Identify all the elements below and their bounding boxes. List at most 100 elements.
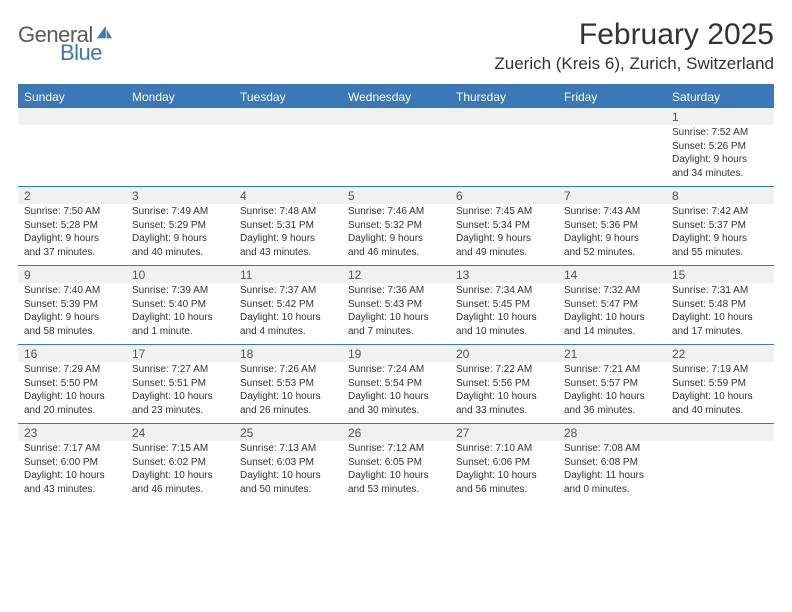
day-day2: and 33 minutes. [456,404,552,418]
day-number: 12 [342,266,450,284]
day-number [126,108,234,125]
day-cell: Sunrise: 7:42 AMSunset: 5:37 PMDaylight:… [666,204,774,266]
day-sunrise: Sunrise: 7:29 AM [24,363,120,377]
week-data-row: Sunrise: 7:50 AMSunset: 5:28 PMDaylight:… [18,204,774,266]
day-cell [558,125,666,187]
day-sunset: Sunset: 6:06 PM [456,456,552,470]
day-sunrise: Sunrise: 7:08 AM [564,442,660,456]
day-number: 16 [18,345,126,363]
day-day2: and 49 minutes. [456,246,552,260]
day-header: Sunday [18,86,126,108]
day-number: 3 [126,187,234,205]
day-day2: and 34 minutes. [672,167,768,181]
day-day1: Daylight: 10 hours [672,390,768,404]
day-sunrise: Sunrise: 7:49 AM [132,205,228,219]
week-number-row: 16171819202122 [18,345,774,363]
day-day2: and 10 minutes. [456,325,552,339]
day-cell: Sunrise: 7:52 AMSunset: 5:26 PMDaylight:… [666,125,774,187]
day-day1: Daylight: 9 hours [24,311,120,325]
day-sunrise: Sunrise: 7:50 AM [24,205,120,219]
calendar-table: Sunday Monday Tuesday Wednesday Thursday… [18,86,774,502]
day-day2: and 0 minutes. [564,483,660,497]
day-number: 13 [450,266,558,284]
day-number [450,108,558,125]
day-day1: Daylight: 9 hours [456,232,552,246]
day-day1: Daylight: 9 hours [348,232,444,246]
day-cell: Sunrise: 7:43 AMSunset: 5:36 PMDaylight:… [558,204,666,266]
day-day2: and 4 minutes. [240,325,336,339]
day-number: 9 [18,266,126,284]
day-day2: and 37 minutes. [24,246,120,260]
day-day2: and 55 minutes. [672,246,768,260]
day-day2: and 46 minutes. [132,483,228,497]
logo: GeneralBlue [18,22,113,66]
day-cell: Sunrise: 7:39 AMSunset: 5:40 PMDaylight:… [126,283,234,345]
day-day2: and 40 minutes. [132,246,228,260]
day-number: 5 [342,187,450,205]
day-number: 22 [666,345,774,363]
day-day1: Daylight: 10 hours [240,469,336,483]
day-sunrise: Sunrise: 7:21 AM [564,363,660,377]
day-number [18,108,126,125]
day-day2: and 26 minutes. [240,404,336,418]
day-day1: Daylight: 10 hours [132,311,228,325]
day-day1: Daylight: 10 hours [564,311,660,325]
day-header: Tuesday [234,86,342,108]
day-number: 11 [234,266,342,284]
day-number: 25 [234,424,342,442]
day-day1: Daylight: 10 hours [456,390,552,404]
day-number: 20 [450,345,558,363]
day-day1: Daylight: 9 hours [240,232,336,246]
day-sunset: Sunset: 6:02 PM [132,456,228,470]
day-day2: and 20 minutes. [24,404,120,418]
day-day2: and 17 minutes. [672,325,768,339]
day-number: 15 [666,266,774,284]
week-number-row: 232425262728 [18,424,774,442]
day-sunset: Sunset: 5:31 PM [240,219,336,233]
day-cell: Sunrise: 7:21 AMSunset: 5:57 PMDaylight:… [558,362,666,424]
day-cell: Sunrise: 7:50 AMSunset: 5:28 PMDaylight:… [18,204,126,266]
day-cell: Sunrise: 7:15 AMSunset: 6:02 PMDaylight:… [126,441,234,502]
day-sunrise: Sunrise: 7:10 AM [456,442,552,456]
day-cell [450,125,558,187]
day-sunrise: Sunrise: 7:42 AM [672,205,768,219]
day-number: 21 [558,345,666,363]
day-header: Saturday [666,86,774,108]
day-header: Wednesday [342,86,450,108]
day-cell: Sunrise: 7:27 AMSunset: 5:51 PMDaylight:… [126,362,234,424]
day-day1: Daylight: 10 hours [348,390,444,404]
day-day2: and 52 minutes. [564,246,660,260]
day-sunrise: Sunrise: 7:19 AM [672,363,768,377]
day-cell [18,125,126,187]
week-data-row: Sunrise: 7:29 AMSunset: 5:50 PMDaylight:… [18,362,774,424]
week-data-row: Sunrise: 7:52 AMSunset: 5:26 PMDaylight:… [18,125,774,187]
day-number: 8 [666,187,774,205]
day-number: 4 [234,187,342,205]
day-sunrise: Sunrise: 7:13 AM [240,442,336,456]
day-number: 7 [558,187,666,205]
day-day2: and 1 minute. [132,325,228,339]
day-sunset: Sunset: 5:43 PM [348,298,444,312]
day-sunset: Sunset: 5:29 PM [132,219,228,233]
day-day1: Daylight: 9 hours [24,232,120,246]
week-number-row: 9101112131415 [18,266,774,284]
day-sunset: Sunset: 5:53 PM [240,377,336,391]
week-data-row: Sunrise: 7:17 AMSunset: 6:00 PMDaylight:… [18,441,774,502]
day-sunset: Sunset: 5:39 PM [24,298,120,312]
day-sunset: Sunset: 5:59 PM [672,377,768,391]
day-cell [234,125,342,187]
day-sunrise: Sunrise: 7:52 AM [672,126,768,140]
day-day2: and 23 minutes. [132,404,228,418]
day-sunrise: Sunrise: 7:12 AM [348,442,444,456]
day-cell: Sunrise: 7:32 AMSunset: 5:47 PMDaylight:… [558,283,666,345]
day-cell: Sunrise: 7:48 AMSunset: 5:31 PMDaylight:… [234,204,342,266]
day-header-row: Sunday Monday Tuesday Wednesday Thursday… [18,86,774,108]
day-day1: Daylight: 10 hours [348,311,444,325]
day-cell: Sunrise: 7:31 AMSunset: 5:48 PMDaylight:… [666,283,774,345]
day-sunset: Sunset: 5:47 PM [564,298,660,312]
day-sunrise: Sunrise: 7:31 AM [672,284,768,298]
day-day2: and 43 minutes. [24,483,120,497]
day-sunset: Sunset: 5:51 PM [132,377,228,391]
location: Zuerich (Kreis 6), Zurich, Switzerland [494,54,774,74]
day-number: 19 [342,345,450,363]
